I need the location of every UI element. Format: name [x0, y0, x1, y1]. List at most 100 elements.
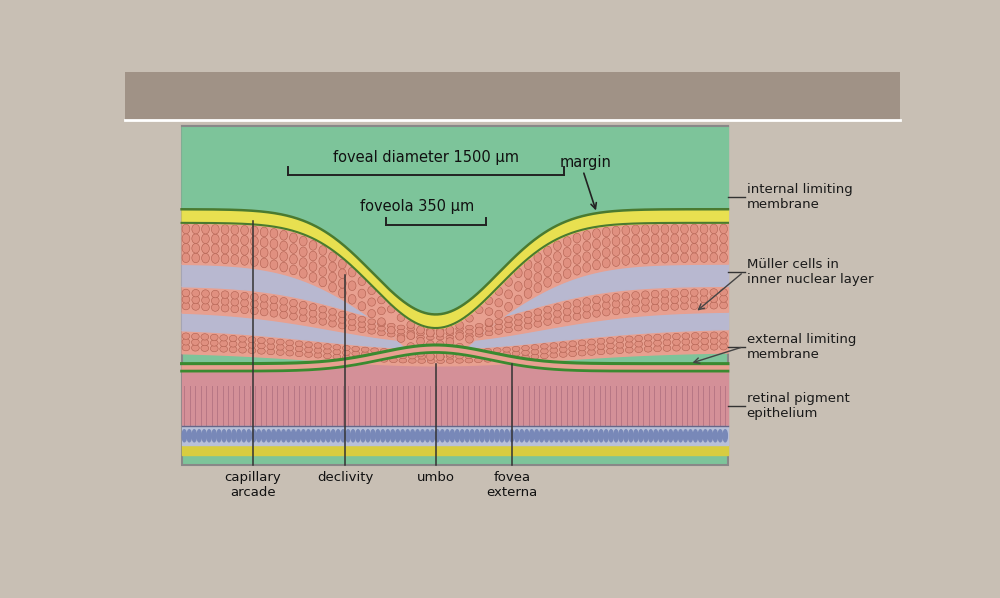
Ellipse shape — [250, 307, 258, 315]
Ellipse shape — [201, 334, 209, 340]
Ellipse shape — [475, 324, 483, 328]
Ellipse shape — [681, 253, 688, 263]
Ellipse shape — [182, 224, 190, 234]
Ellipse shape — [182, 430, 186, 442]
Ellipse shape — [202, 224, 209, 234]
Ellipse shape — [397, 325, 405, 329]
Ellipse shape — [324, 344, 331, 349]
Ellipse shape — [550, 352, 558, 358]
Ellipse shape — [390, 353, 397, 358]
Ellipse shape — [583, 263, 591, 272]
Ellipse shape — [405, 430, 410, 442]
Ellipse shape — [299, 315, 307, 322]
Ellipse shape — [436, 340, 444, 349]
Ellipse shape — [250, 246, 258, 256]
Ellipse shape — [485, 322, 493, 327]
Ellipse shape — [338, 279, 346, 288]
Ellipse shape — [573, 300, 581, 307]
Ellipse shape — [625, 347, 633, 353]
Ellipse shape — [664, 430, 668, 442]
Ellipse shape — [612, 257, 620, 267]
Ellipse shape — [681, 289, 688, 297]
Ellipse shape — [290, 300, 297, 307]
Ellipse shape — [241, 306, 248, 314]
Ellipse shape — [418, 355, 426, 359]
Ellipse shape — [229, 341, 237, 347]
Ellipse shape — [456, 327, 464, 331]
Ellipse shape — [450, 430, 454, 442]
Ellipse shape — [688, 430, 693, 442]
Text: Müller cells in
inner nuclear layer: Müller cells in inner nuclear layer — [747, 258, 873, 286]
Ellipse shape — [563, 258, 571, 268]
Ellipse shape — [231, 255, 239, 264]
Ellipse shape — [329, 252, 336, 261]
Ellipse shape — [272, 430, 276, 442]
Ellipse shape — [559, 342, 567, 347]
Ellipse shape — [573, 313, 581, 320]
Ellipse shape — [554, 310, 561, 318]
Ellipse shape — [378, 326, 385, 331]
Ellipse shape — [296, 430, 301, 442]
Ellipse shape — [604, 430, 608, 442]
Ellipse shape — [324, 349, 331, 354]
Ellipse shape — [270, 296, 278, 304]
Ellipse shape — [437, 350, 444, 355]
Ellipse shape — [602, 248, 610, 258]
Ellipse shape — [436, 332, 444, 336]
Ellipse shape — [286, 430, 291, 442]
Ellipse shape — [231, 225, 239, 234]
Ellipse shape — [544, 246, 552, 256]
Ellipse shape — [651, 304, 659, 312]
Ellipse shape — [295, 341, 303, 347]
Ellipse shape — [227, 430, 231, 442]
Ellipse shape — [426, 335, 434, 340]
Ellipse shape — [391, 430, 395, 442]
Ellipse shape — [210, 346, 218, 352]
Ellipse shape — [221, 234, 229, 244]
Ellipse shape — [671, 234, 679, 243]
Ellipse shape — [593, 296, 600, 304]
Ellipse shape — [338, 259, 346, 269]
Ellipse shape — [446, 328, 454, 332]
Ellipse shape — [550, 347, 558, 353]
Ellipse shape — [710, 344, 718, 350]
Ellipse shape — [654, 334, 661, 340]
Ellipse shape — [358, 276, 366, 285]
Ellipse shape — [361, 352, 369, 356]
Ellipse shape — [583, 231, 591, 240]
Ellipse shape — [651, 290, 659, 298]
Ellipse shape — [352, 355, 360, 361]
Ellipse shape — [632, 245, 639, 255]
Ellipse shape — [466, 335, 473, 343]
Ellipse shape — [456, 354, 463, 359]
Ellipse shape — [700, 302, 708, 309]
Ellipse shape — [593, 260, 600, 270]
Ellipse shape — [579, 430, 583, 442]
Ellipse shape — [583, 311, 591, 319]
Ellipse shape — [210, 334, 218, 340]
Ellipse shape — [241, 246, 248, 255]
Ellipse shape — [514, 325, 522, 331]
Ellipse shape — [290, 265, 297, 274]
Bar — [182, 126, 728, 465]
Ellipse shape — [612, 307, 620, 315]
Ellipse shape — [612, 300, 620, 308]
Ellipse shape — [192, 333, 199, 340]
Ellipse shape — [407, 343, 415, 350]
Ellipse shape — [544, 319, 552, 325]
Ellipse shape — [329, 282, 336, 292]
Ellipse shape — [386, 430, 390, 442]
Ellipse shape — [594, 430, 598, 442]
Ellipse shape — [690, 289, 698, 297]
Ellipse shape — [295, 351, 303, 356]
Ellipse shape — [661, 297, 669, 304]
Ellipse shape — [260, 301, 268, 309]
Ellipse shape — [503, 347, 511, 352]
Ellipse shape — [192, 243, 200, 253]
Ellipse shape — [267, 349, 275, 355]
Ellipse shape — [644, 340, 652, 347]
Ellipse shape — [348, 281, 356, 291]
Ellipse shape — [417, 328, 424, 332]
Text: umbo: umbo — [417, 471, 455, 484]
Ellipse shape — [475, 328, 483, 332]
